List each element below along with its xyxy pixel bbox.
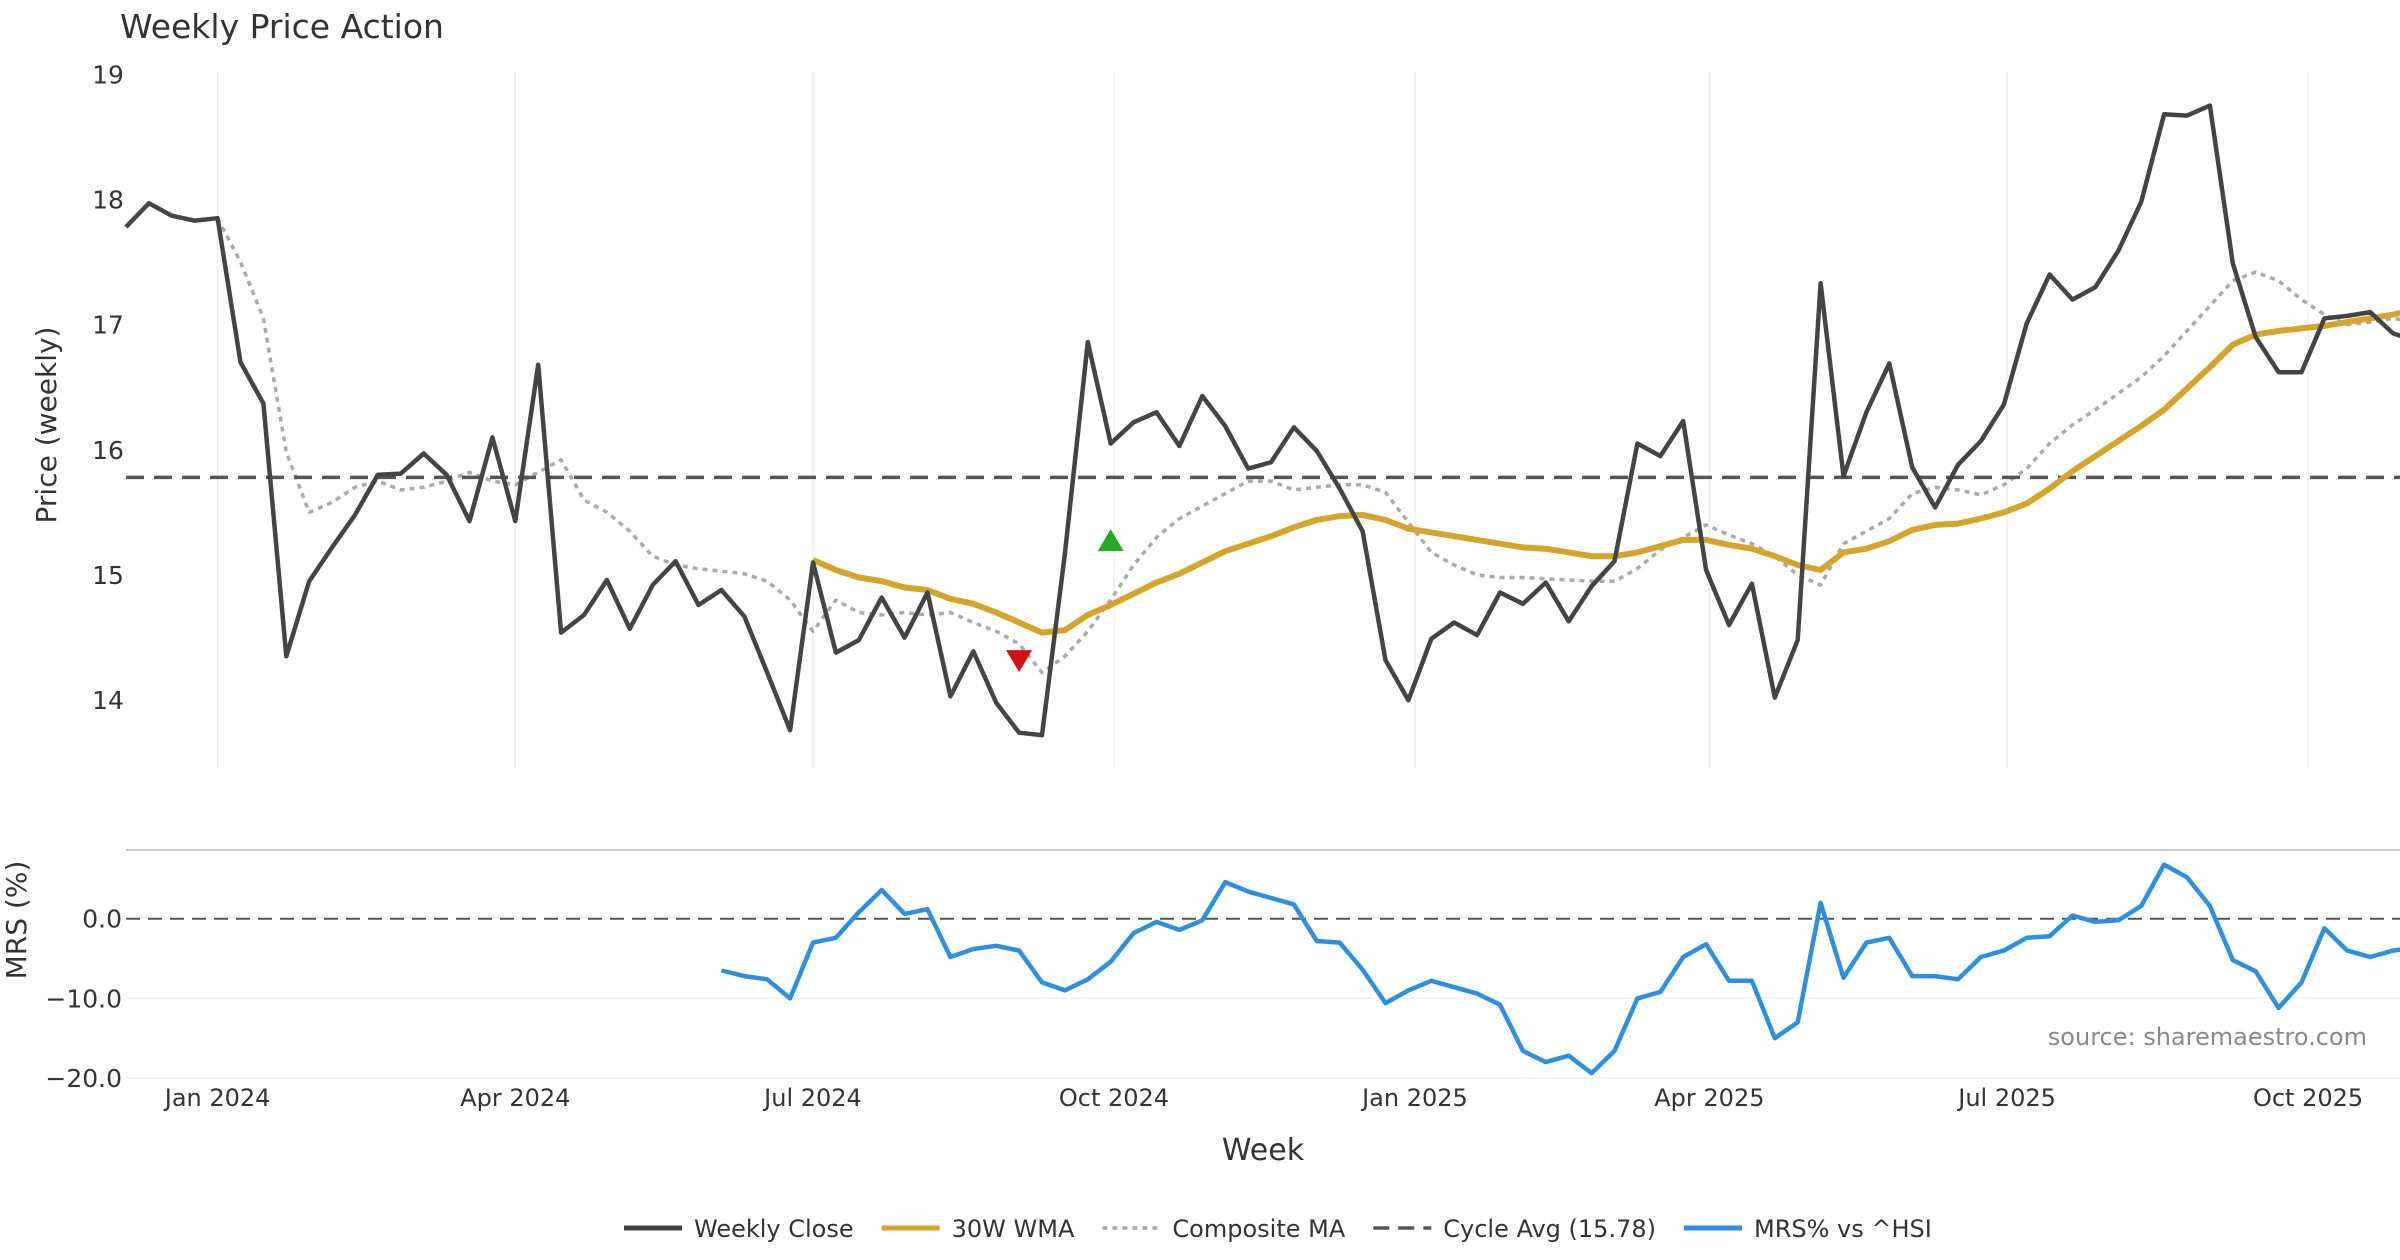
x-tick-label: Apr 2025 [1654, 1084, 1764, 1112]
legend-label: MRS% vs ^HSI [1754, 1215, 1932, 1243]
buy-signal-marker [1097, 529, 1124, 552]
x-tick-label: Jul 2024 [762, 1084, 862, 1112]
series-layer [124, 103, 2400, 1076]
top-y-ticks: 14 15 16 17 18 19 [92, 60, 124, 715]
marker-layer [1006, 529, 1124, 673]
y-tick-label-price: 16 [92, 436, 124, 465]
sell-signal-marker [1006, 650, 1033, 673]
y-tick-label-price: 15 [92, 561, 124, 590]
legend-label: Weekly Close [694, 1215, 854, 1243]
legend-label: Cycle Avg (15.78) [1443, 1215, 1656, 1243]
series-weekly-close [124, 103, 2400, 738]
x-tick-label: Jan 2025 [1360, 1084, 1468, 1112]
x-tick-label: Oct 2025 [2253, 1084, 2363, 1112]
y-tick-label-price: 17 [92, 311, 124, 340]
legend-item: Cycle Avg (15.78) [1373, 1215, 1656, 1243]
legend-item: Composite MA [1102, 1215, 1346, 1243]
series-composite-ma [216, 217, 2400, 675]
x-ticks: Jan 2024 Apr 2024 Jul 2024 Oct 2024 Jan 2025… [163, 1084, 2363, 1112]
legend-label: Composite MA [1172, 1215, 1345, 1243]
x-tick-label: Jul 2025 [1956, 1084, 2056, 1112]
y-tick-label-price: 14 [92, 686, 124, 715]
x-tick-label: Oct 2024 [1059, 1084, 1169, 1112]
legend-label: 30W WMA [952, 1215, 1075, 1243]
x-tick-label: Jan 2024 [163, 1084, 271, 1112]
y-tick-label-mrs: −10.0 [45, 984, 122, 1013]
source-note: source: sharemaestro.com [2048, 1023, 2367, 1051]
bottom-y-ticks: 0.0 −10.0 −20.0 [45, 905, 122, 1093]
y-tick-label-price: 18 [92, 185, 124, 214]
y-tick-label-mrs: −20.0 [45, 1064, 122, 1093]
legend: Weekly Close 30W WMA Composite MA Cycle Avg… [624, 1215, 1932, 1243]
y-tick-label-mrs: 0.0 [82, 905, 122, 934]
y-axis-label-mrs: MRS (%) [0, 861, 33, 980]
legend-item: MRS% vs ^HSI [1683, 1215, 1932, 1243]
y-tick-label-price: 19 [92, 60, 124, 89]
legend-item: 30W WMA [881, 1215, 1075, 1243]
top-panel-grid [126, 72, 2400, 1079]
series-30w-wma [811, 310, 2400, 636]
legend-item: Weekly Close [624, 1215, 854, 1243]
x-axis-label: Week [1222, 1133, 1305, 1168]
chart-title: Weekly Price Action [120, 7, 444, 46]
y-axis-label-price: Price (weekly) [30, 327, 63, 524]
series-mrs [720, 862, 2400, 1076]
x-tick-label: Apr 2024 [460, 1084, 570, 1112]
